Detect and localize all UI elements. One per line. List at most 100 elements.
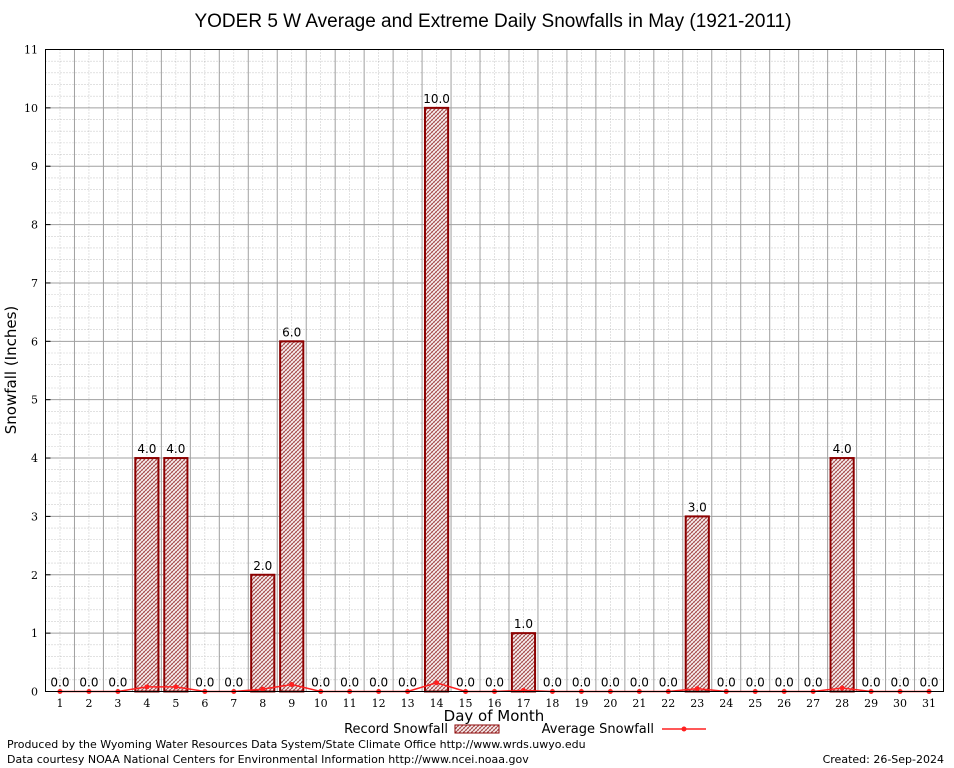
footer-produced-by: Produced by the Wyoming Water Resources …: [7, 738, 586, 751]
record-bar: [423, 106, 450, 693]
bar-value-label: 0.0: [108, 676, 127, 690]
bar-value-label: 10.0: [423, 92, 450, 106]
y-tick-label: 6: [31, 335, 38, 348]
bar-value-label: 1.0: [514, 617, 533, 631]
y-tick-label: 4: [31, 452, 38, 465]
x-tick-label: 31: [922, 697, 936, 710]
bar-value-label: 3.0: [688, 500, 707, 514]
bar-value-label: 0.0: [398, 676, 417, 690]
x-tick-label: 20: [603, 697, 617, 710]
average-point: [434, 680, 440, 686]
bar-value-label: 4.0: [166, 442, 185, 456]
average-point: [694, 686, 700, 692]
x-tick-label: 1: [56, 697, 63, 710]
legend-record-swatch: [454, 724, 500, 734]
bar-value-label: 4.0: [833, 442, 852, 456]
x-tick-label: 11: [343, 697, 357, 710]
x-tick-label: 19: [574, 697, 588, 710]
x-tick-label: 7: [230, 697, 237, 710]
bar-value-label: 0.0: [369, 676, 388, 690]
legend-average-marker: [681, 726, 687, 732]
bar-value-label: 0.0: [659, 676, 678, 690]
x-tick-label: 26: [777, 697, 791, 710]
bar-value-label: 2.0: [253, 559, 272, 573]
x-tick-label: 6: [201, 697, 208, 710]
bar-value-label: 0.0: [746, 676, 765, 690]
x-tick-label: 15: [459, 697, 473, 710]
legend: Record Snowfall Average Snowfall: [344, 722, 706, 737]
average-point: [839, 685, 845, 691]
x-tick-label: 16: [488, 697, 502, 710]
bar-value-label: 0.0: [543, 676, 562, 690]
y-tick-label: 9: [31, 160, 38, 173]
x-tick-label: 5: [172, 697, 179, 710]
bar-value-label: 0.0: [572, 676, 591, 690]
average-point: [289, 681, 295, 687]
record-bar: [134, 457, 160, 693]
bar-value-label: 0.0: [456, 676, 475, 690]
average-point: [520, 687, 526, 693]
footer-courtesy: Data courtesy NOAA National Centers for …: [7, 753, 529, 766]
x-tick-label: 28: [835, 697, 849, 710]
y-tick-label: 1: [31, 627, 38, 640]
bar-value-label: 0.0: [804, 676, 823, 690]
x-tick-label: 12: [372, 697, 386, 710]
y-tick-label: 8: [31, 219, 38, 232]
bar-value-label: 0.0: [630, 676, 649, 690]
bar-value-label: 0.0: [195, 676, 214, 690]
x-tick-label: 10: [314, 697, 328, 710]
record-bar: [829, 457, 855, 693]
x-tick-label: 23: [690, 697, 704, 710]
x-tick-label: 25: [748, 697, 762, 710]
x-tick-label: 24: [719, 697, 733, 710]
y-tick-label: 10: [24, 102, 38, 115]
bar-value-label: 0.0: [485, 676, 504, 690]
plot-frame: [45, 49, 944, 692]
bar-value-label: 0.0: [891, 676, 910, 690]
record-bar: [684, 515, 710, 693]
y-tick-label: 5: [31, 394, 38, 407]
x-tick-label: 18: [545, 697, 559, 710]
x-tick-label: 3: [114, 697, 121, 710]
average-point: [260, 686, 266, 692]
bar-value-label: 0.0: [311, 676, 330, 690]
x-tick-label: 14: [430, 697, 444, 710]
y-tick-label: 7: [31, 277, 38, 290]
record-bar: [510, 632, 537, 693]
bar-value-label: 4.0: [137, 442, 156, 456]
chart-title: YODER 5 W Average and Extreme Daily Snow…: [194, 11, 791, 32]
x-tick-label: 30: [893, 697, 907, 710]
y-tick-label: 11: [24, 44, 38, 57]
average-point: [173, 684, 179, 690]
bar-value-label: 0.0: [717, 676, 736, 690]
legend-average-label: Average Snowfall: [542, 722, 654, 737]
bar-value-label: 0.0: [862, 676, 881, 690]
y-tick-label: 0: [31, 686, 38, 699]
y-tick-label: 2: [31, 569, 38, 582]
data-labels: 0.0 0.0 0.0 4.0 4.0 0.0 0.0 2.0 6.0 0.0 0.0 0.0 0.0 1…: [50, 92, 938, 690]
x-tick-label: 4: [143, 697, 150, 710]
record-bar: [163, 457, 189, 693]
record-bar: [250, 573, 276, 693]
bar-value-label: 0.0: [775, 676, 794, 690]
x-tick-label: 8: [259, 697, 266, 710]
record-bar: [279, 340, 305, 693]
x-tick-label: 27: [806, 697, 820, 710]
bar-value-label: 0.0: [601, 676, 620, 690]
bar-value-label: 0.0: [919, 676, 938, 690]
average-point: [144, 684, 150, 690]
y-axis-label: Snowfall (Inches): [2, 306, 20, 434]
bar-value-label: 0.0: [79, 676, 98, 690]
x-tick-label: 17: [516, 697, 530, 710]
x-tick-label: 21: [632, 697, 646, 710]
bar-value-label: 0.0: [50, 676, 69, 690]
x-tick-label: 22: [661, 697, 675, 710]
grid: [45, 49, 944, 692]
x-tick-label: 2: [85, 697, 92, 710]
legend-record-label: Record Snowfall: [344, 722, 448, 737]
bar-value-label: 0.0: [340, 676, 359, 690]
bar-value-label: 6.0: [282, 325, 301, 339]
x-tick-label: 9: [288, 697, 295, 710]
